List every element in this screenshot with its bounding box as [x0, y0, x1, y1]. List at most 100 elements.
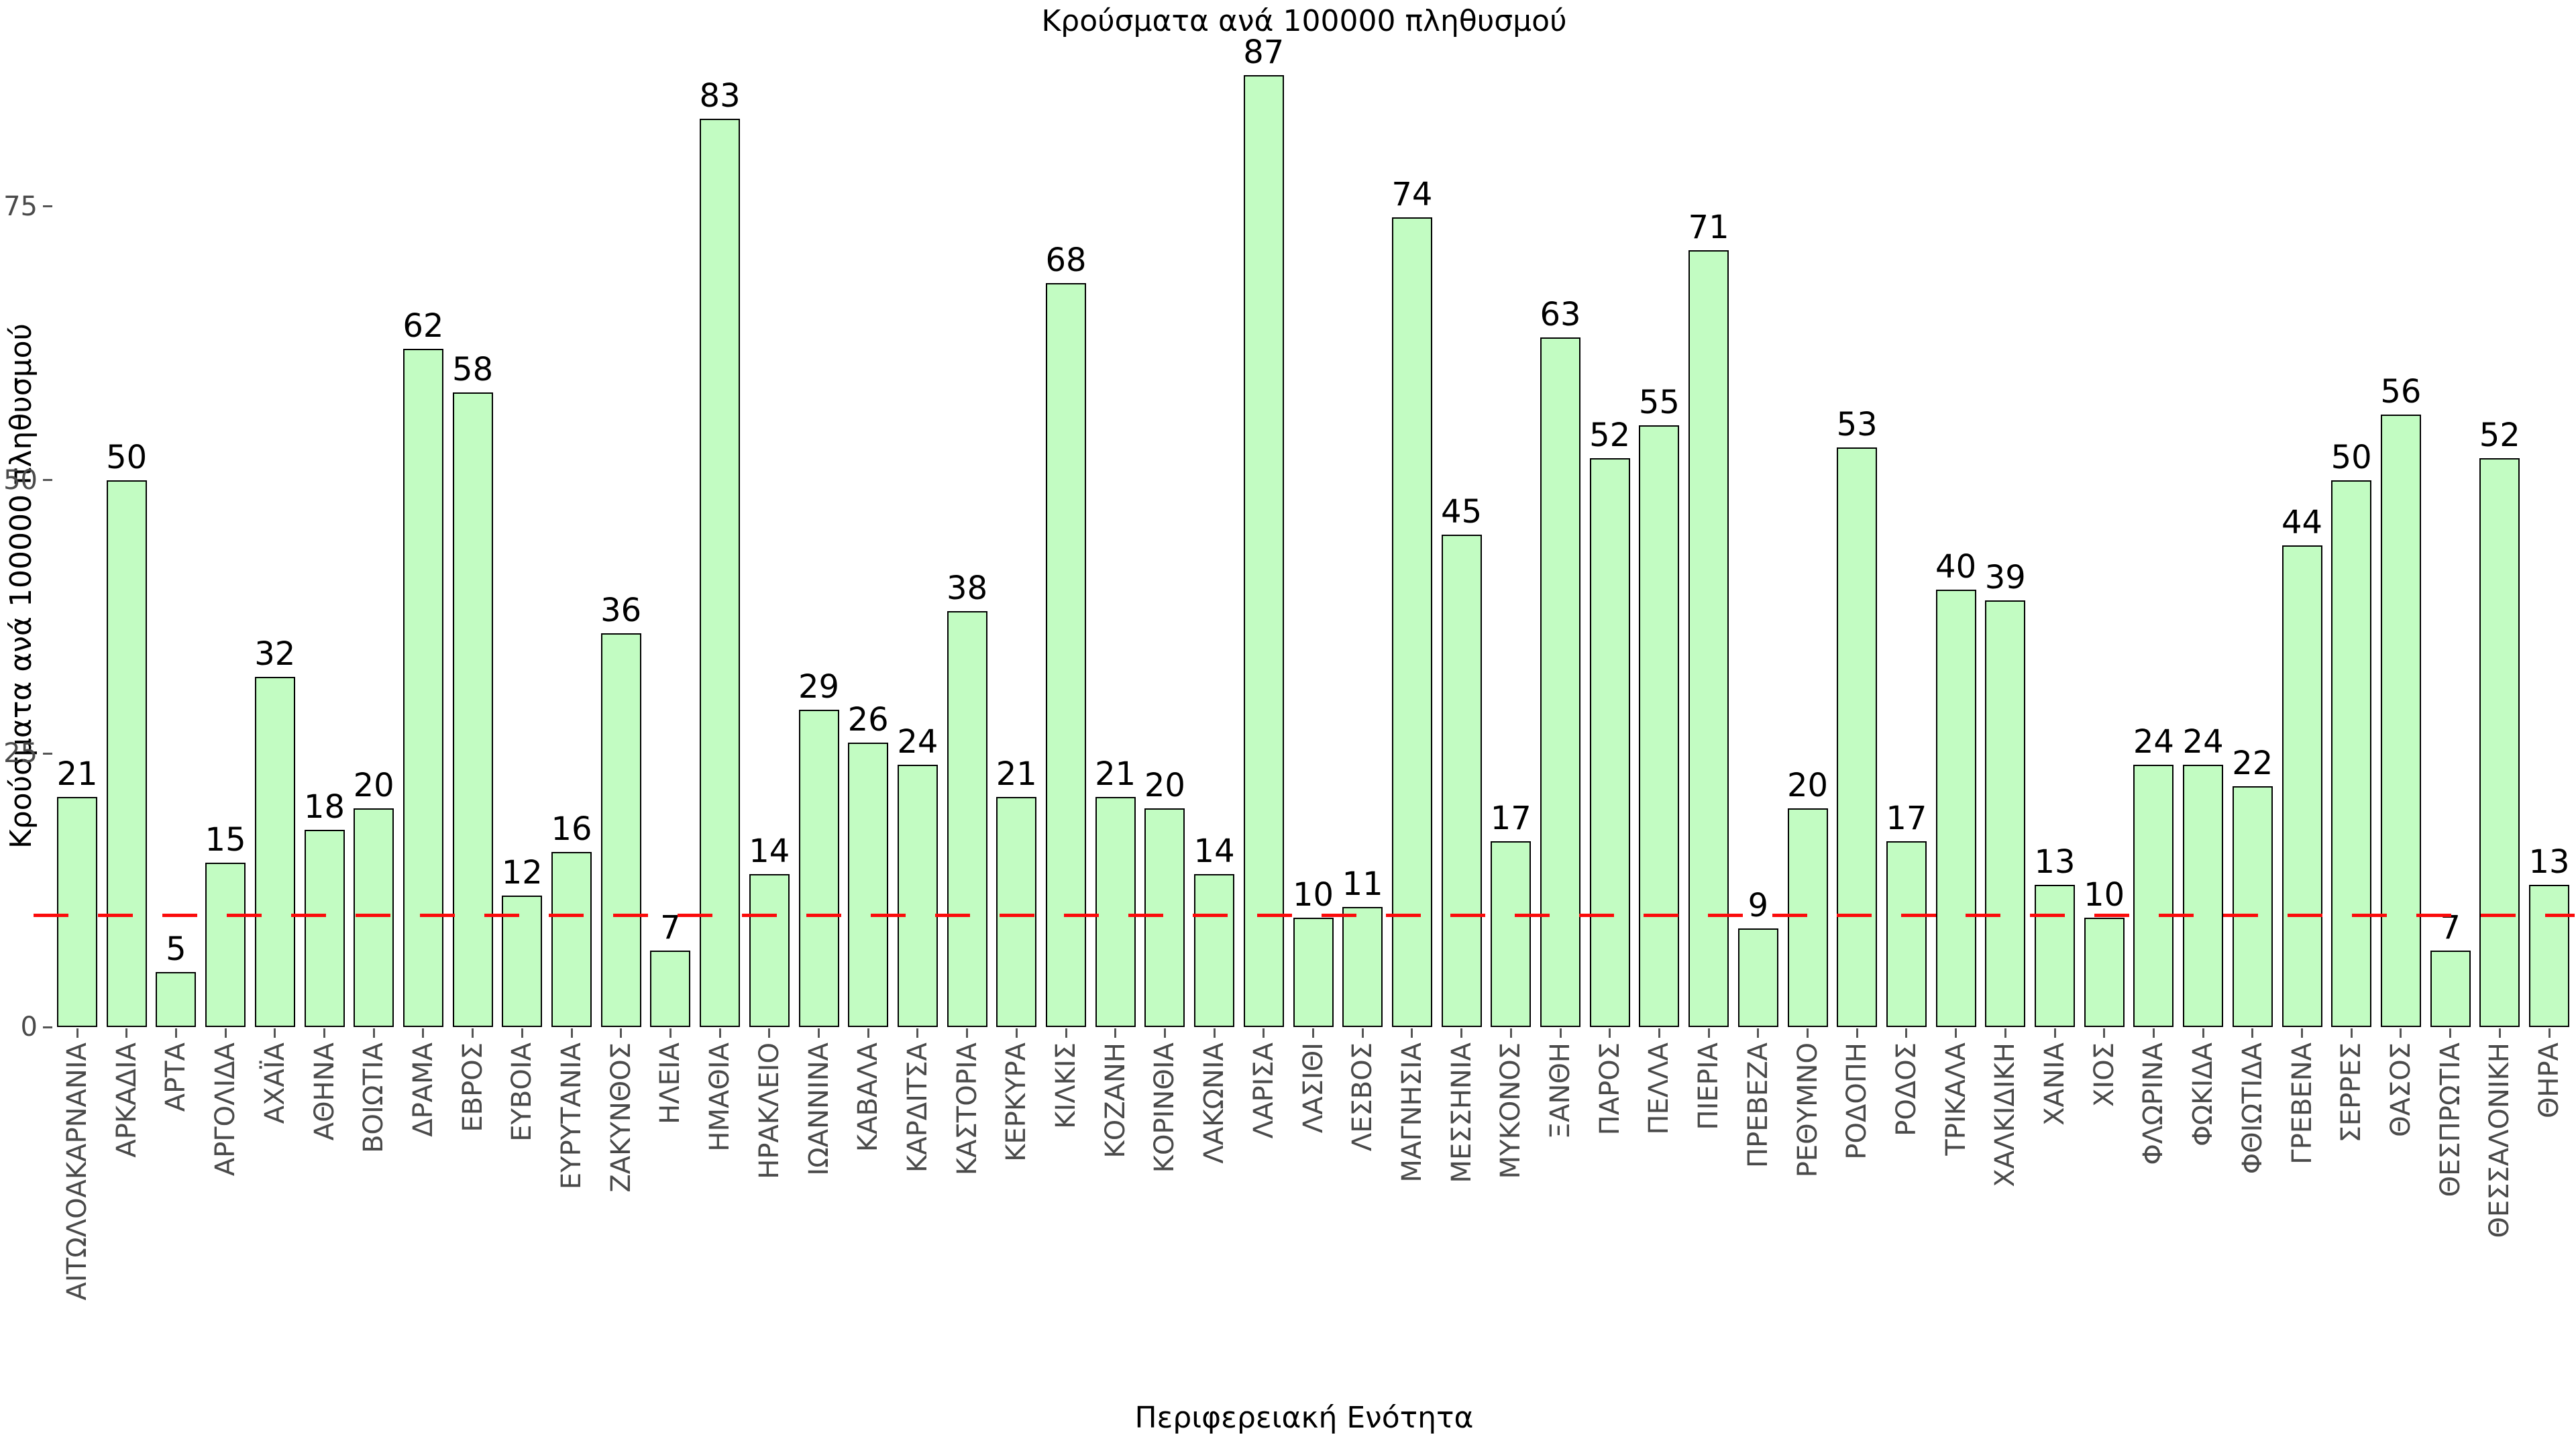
x-tick-label: ΑΡΓΟΛΙΔΑ [210, 1042, 241, 1177]
x-tick-label: ΜΕΣΣΗΝΙΑ [1446, 1042, 1477, 1183]
x-axis-tick [867, 1028, 869, 1038]
x-axis-tick [1263, 1028, 1265, 1038]
bar-value-label: 38 [947, 570, 988, 608]
bar [57, 797, 97, 1027]
bar [996, 797, 1037, 1027]
x-axis-tick [2449, 1028, 2452, 1038]
bar [1293, 917, 1334, 1027]
x-tick-label: ΑΧΑΪΑ [259, 1042, 290, 1124]
x-tick-label: ΦΘΙΩΤΙΔΑ [2237, 1042, 2268, 1175]
bar [798, 710, 839, 1027]
x-axis-tick [718, 1028, 721, 1038]
bar-value-label: 11 [1342, 865, 1383, 903]
bar-value-label: 58 [452, 351, 494, 389]
y-tick-label: 50 [3, 464, 38, 496]
bar [1837, 447, 1878, 1027]
bar-value-label: 40 [1935, 547, 1977, 586]
y-tick-label: 75 [3, 191, 38, 222]
bar-value-label: 87 [1243, 34, 1285, 72]
bar-value-label: 53 [1836, 405, 1878, 443]
x-axis-tick [2152, 1028, 2155, 1038]
bar [502, 896, 543, 1027]
x-tick-label: ΡΕΘΥΜΝΟ [1792, 1042, 1823, 1178]
bar [1491, 841, 1532, 1027]
bar-value-label: 10 [1292, 875, 1334, 914]
x-axis-tick [2103, 1028, 2106, 1038]
x-tick-label: ΠΙΕΡΙΑ [1693, 1042, 1725, 1130]
y-axis-tick [43, 752, 52, 755]
bar [1935, 589, 1976, 1027]
bar [2232, 786, 2273, 1027]
x-axis-tick [76, 1028, 78, 1038]
bar [2084, 917, 2125, 1027]
x-tick-label: ΛΕΣΒΟΣ [1347, 1042, 1379, 1152]
bar-value-label: 71 [1688, 208, 1729, 246]
x-tick-label: ΔΡΑΜΑ [407, 1042, 439, 1137]
bar [1985, 600, 2026, 1027]
x-tick-label: ΖΑΚΥΝΘΟΣ [605, 1042, 637, 1193]
x-axis-tick [2548, 1028, 2551, 1038]
x-tick-label: ΓΡΕΒΕΝΑ [2286, 1042, 2318, 1165]
x-tick-label: ΛΑΣΙΘΙ [1297, 1042, 1329, 1134]
x-axis-tick [2301, 1028, 2303, 1038]
x-tick-label: ΚΕΡΚΥΡΑ [1001, 1042, 1032, 1162]
x-axis-tick [1905, 1028, 1908, 1038]
bar [156, 972, 197, 1027]
x-axis-tick [2202, 1028, 2204, 1038]
y-tick-label: 25 [3, 738, 38, 769]
x-axis-tick [966, 1028, 969, 1038]
bar [304, 830, 345, 1027]
bar [2282, 545, 2322, 1027]
bar-value-label: 55 [1638, 383, 1680, 421]
bar [402, 348, 443, 1027]
bar-value-label: 45 [1441, 493, 1483, 531]
x-tick-label: ΧΙΟΣ [2088, 1042, 2120, 1107]
bar-value-label: 50 [106, 438, 148, 476]
x-tick-label: ΚΑΡΔΙΤΣΑ [902, 1042, 933, 1173]
bar-value-label: 20 [353, 766, 394, 804]
bar-value-label: 13 [2528, 843, 2570, 881]
bar-value-label: 24 [2182, 722, 2224, 761]
chart-title: Κρούσματα ανά 100000 πληθυσμού [1041, 4, 1567, 38]
x-axis-tick [1757, 1028, 1760, 1038]
x-tick-label: ΗΡΑΚΛΕΙΟ [753, 1042, 785, 1179]
x-axis-tick [570, 1028, 573, 1038]
bar [106, 480, 147, 1027]
bar-value-label: 12 [501, 854, 543, 892]
x-axis-tick [224, 1028, 227, 1038]
x-tick-label: ΙΩΑΝΝΙΝΑ [803, 1042, 835, 1176]
x-tick-label: ΑΡΤΑ [160, 1042, 192, 1112]
bar-value-label: 20 [1786, 766, 1829, 804]
bar [1886, 841, 1927, 1027]
bar-value-label: 68 [1045, 241, 1087, 279]
x-tick-label: ΠΡΕΒΕΖΑ [1742, 1042, 1774, 1168]
bar [1342, 906, 1383, 1027]
bar-value-label: 17 [1490, 799, 1532, 837]
bar [205, 863, 246, 1027]
bar [254, 677, 295, 1027]
y-tick-label: 0 [20, 1012, 38, 1042]
x-tick-label: ΦΩΚΙΔΑ [2188, 1042, 2219, 1146]
x-axis-tick [125, 1028, 128, 1038]
x-tick-label: ΠΕΛΛΑ [1644, 1042, 1675, 1135]
x-tick-label: ΘΕΣΣΑΛΟΝΙΚΗ [2484, 1042, 2516, 1238]
x-axis-tick [1658, 1028, 1660, 1038]
x-axis-tick [2498, 1028, 2501, 1038]
bar-value-label: 56 [2380, 372, 2422, 411]
x-tick-label: ΚΙΛΚΙΣ [1051, 1042, 1081, 1129]
bar [1144, 808, 1185, 1027]
x-axis-tick [620, 1028, 623, 1038]
bar [1688, 250, 1729, 1027]
bar-value-label: 36 [600, 591, 642, 629]
x-tick-label: ΑΘΗΝΑ [309, 1042, 340, 1141]
x-axis-tick [1065, 1028, 1067, 1038]
x-axis-tick [1955, 1028, 1957, 1038]
x-tick-label: ΛΑΚΩΝΙΑ [1199, 1042, 1230, 1164]
x-tick-label: ΧΑΛΚΙΔΙΚΗ [1990, 1042, 2021, 1187]
bar [600, 633, 641, 1027]
x-axis-tick [2350, 1028, 2353, 1038]
bar-value-label: 16 [551, 810, 592, 849]
x-axis-tick [1559, 1028, 1562, 1038]
x-axis-tick [2251, 1028, 2254, 1038]
x-tick-label: ΑΡΚΑΔΙΑ [111, 1042, 142, 1158]
